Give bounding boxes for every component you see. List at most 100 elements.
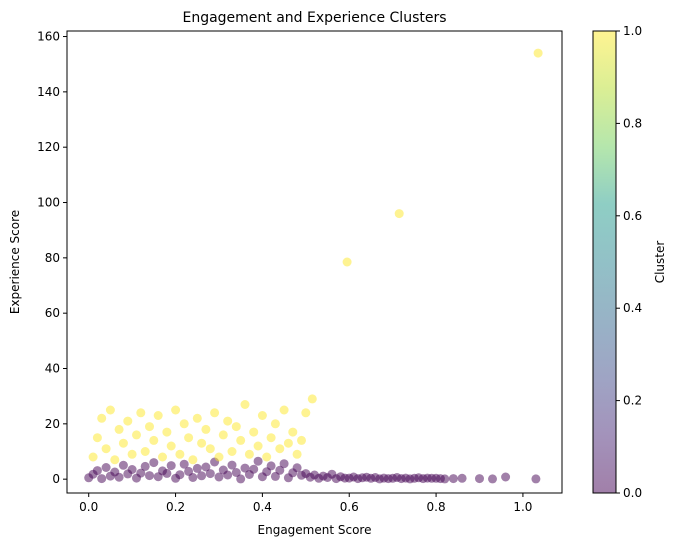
point-cluster-1 [533,48,543,58]
point-cluster-1 [240,400,250,409]
point-cluster-0 [275,465,285,475]
point-cluster-0 [101,463,111,472]
point-cluster-0 [149,458,159,468]
x-axis-label: Engagement Score [258,523,372,537]
point-cluster-1 [97,413,107,423]
point-cluster-0 [223,470,233,480]
colorbar-label: Cluster [653,241,667,284]
point-cluster-0 [140,461,150,471]
point-cluster-0 [214,472,224,482]
point-cluster-1 [118,438,128,448]
colorbar-tick-label: 0.0 [623,486,642,500]
x-tick-label: 0.0 [79,500,98,514]
point-cluster-1 [184,433,194,443]
point-cluster-1 [101,444,111,454]
point-cluster-1 [244,449,254,459]
colorbar-tick-label: 0.6 [623,209,642,223]
x-axis: 0.0 0.2 0.4 0.6 0.8 1.0 [79,493,532,514]
point-cluster-1 [223,416,233,426]
point-cluster-1 [153,411,163,420]
point-cluster-0 [114,472,124,482]
y-tick-label: 80 [45,251,60,265]
point-cluster-1 [292,449,302,459]
point-cluster-0 [188,473,198,482]
point-cluster-0 [266,461,276,471]
point-cluster-1 [105,405,115,415]
point-cluster-1 [227,447,237,456]
point-cluster-0 [253,456,263,466]
point-cluster-0 [145,471,154,481]
point-cluster-0 [501,472,511,482]
point-cluster-0 [475,474,484,484]
point-cluster-1 [123,416,133,426]
point-cluster-0 [205,469,215,479]
point-cluster-1 [275,444,285,454]
point-cluster-1 [342,257,352,267]
point-cluster-1 [162,427,172,437]
point-cluster-0 [227,460,237,470]
y-tick-label: 40 [45,362,60,376]
point-cluster-1 [175,449,185,459]
point-cluster-1 [262,452,272,462]
point-cluster-1 [197,438,207,448]
point-cluster-1 [88,452,98,462]
point-cluster-1 [394,209,404,219]
point-cluster-1 [127,449,137,459]
point-cluster-0 [201,462,211,472]
y-tick-label: 140 [37,85,60,99]
point-cluster-1 [179,419,189,429]
point-cluster-0 [197,471,207,481]
point-cluster-0 [488,474,497,484]
colorbar-tick-label: 1.0 [623,24,642,38]
point-cluster-1 [279,405,289,415]
point-cluster-1 [297,435,306,445]
y-axis-label: Experience Score [8,210,22,314]
point-cluster-1 [210,408,220,418]
colorbar-tick-label: 0.2 [623,394,642,408]
colorbar-gradient [592,30,617,494]
point-cluster-1 [145,422,154,432]
y-tick-label: 100 [37,196,60,210]
y-tick-label: 20 [45,417,60,431]
point-cluster-1 [249,427,259,437]
point-cluster-1 [92,433,102,443]
point-cluster-1 [307,394,317,404]
colorbar-ticks: 0.0 0.2 0.4 0.6 0.8 1.0 [616,24,642,500]
data-points-layer [84,48,543,484]
colorbar-tick-label: 0.8 [623,116,642,130]
point-cluster-1 [166,441,176,451]
x-tick-label: 0.8 [427,500,446,514]
chart-title: Engagement and Experience Clusters [182,10,446,26]
point-cluster-0 [531,474,541,484]
point-cluster-1 [205,444,215,454]
point-cluster-1 [188,455,198,465]
point-cluster-1 [257,411,267,420]
point-cluster-0 [240,463,250,473]
point-cluster-0 [457,473,467,483]
x-tick-label: 0.2 [166,500,185,514]
point-cluster-0 [179,459,189,469]
y-axis: 0 20 40 60 80 100 120 140 160 [37,30,67,486]
point-cluster-0 [448,474,458,484]
point-cluster-1 [192,413,202,423]
point-cluster-1 [266,433,276,443]
point-cluster-1 [171,405,181,415]
x-tick-label: 0.4 [253,500,272,514]
x-tick-label: 0.6 [340,500,359,514]
point-cluster-0 [440,474,450,484]
colorbar-tick-label: 0.4 [623,301,642,315]
point-cluster-1 [132,430,141,440]
point-cluster-0 [279,459,289,469]
point-cluster-1 [214,452,224,462]
y-tick-label: 60 [45,306,60,320]
point-cluster-0 [236,474,246,484]
point-cluster-1 [270,419,280,429]
point-cluster-0 [292,463,302,473]
point-cluster-1 [231,422,241,432]
x-tick-label: 1.0 [513,500,532,514]
point-cluster-1 [288,427,298,437]
point-cluster-0 [97,474,107,484]
y-tick-label: 0 [52,472,60,486]
point-cluster-0 [162,468,172,478]
